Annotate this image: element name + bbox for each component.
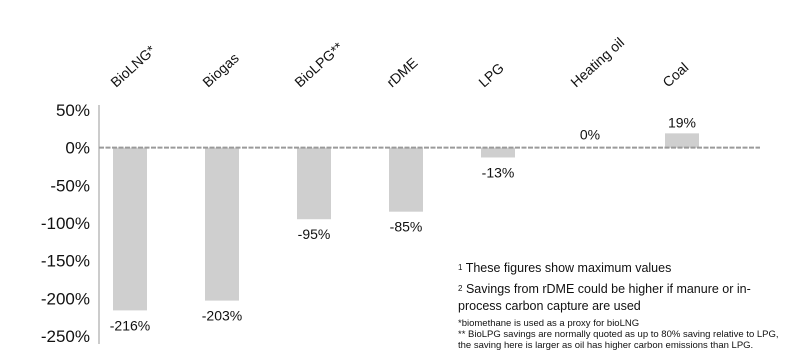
bar: [481, 147, 515, 158]
y-tick-label: -50%: [50, 176, 90, 195]
note-1: 1 These figures show maximum values: [458, 260, 786, 277]
data-labels: -216% -203% -95% -85% -13% 0% 19%: [110, 114, 696, 333]
bars-group: [113, 133, 699, 311]
data-label: -95%: [298, 226, 331, 242]
note-2-text: Savings from rDME could be higher if man…: [458, 282, 751, 313]
note-1-marker: 1: [458, 263, 463, 272]
data-label: -13%: [482, 164, 515, 180]
category-label: BioLPG**: [291, 38, 346, 90]
note-2: 2 Savings from rDME could be higher if m…: [458, 281, 786, 315]
bar: [113, 147, 147, 311]
footnote-2: ** BioLPG savings are normally quoted as…: [458, 329, 779, 351]
category-label: BioLNG*: [107, 42, 159, 91]
y-tick-label: -200%: [41, 289, 90, 308]
y-axis-labels: 50% 0% -50% -100% -150% -200% -250%: [41, 101, 90, 346]
bar: [205, 147, 239, 301]
category-label: Biogas: [199, 50, 242, 91]
data-label: -216%: [110, 317, 150, 333]
y-tick-label: -250%: [41, 327, 90, 346]
y-tick-label: 0%: [65, 139, 90, 158]
category-label: LPG: [475, 60, 507, 91]
footnote-1: *biomethane is used as a proxy for bioLN…: [458, 318, 640, 329]
y-tick-label: -100%: [41, 214, 90, 233]
data-label: 0%: [580, 127, 600, 143]
bar: [297, 147, 331, 220]
notes-block: 1 These figures show maximum values 2 Sa…: [458, 260, 786, 351]
data-label: -85%: [390, 219, 423, 235]
category-label: Heating oil: [567, 34, 627, 90]
note-2-marker: 2: [458, 284, 463, 293]
note-1-text: These figures show maximum values: [465, 261, 672, 275]
bar: [665, 133, 699, 148]
category-label: Coal: [659, 59, 691, 90]
data-label: -203%: [202, 308, 242, 324]
y-tick-label: 50%: [56, 101, 90, 120]
data-label: 19%: [668, 114, 696, 130]
bar: [389, 147, 423, 212]
y-tick-label: -150%: [41, 252, 90, 271]
category-labels: BioLNG* Biogas BioLPG** rDME LPG Heating oil C…: [107, 34, 691, 90]
category-label: rDME: [383, 54, 420, 90]
